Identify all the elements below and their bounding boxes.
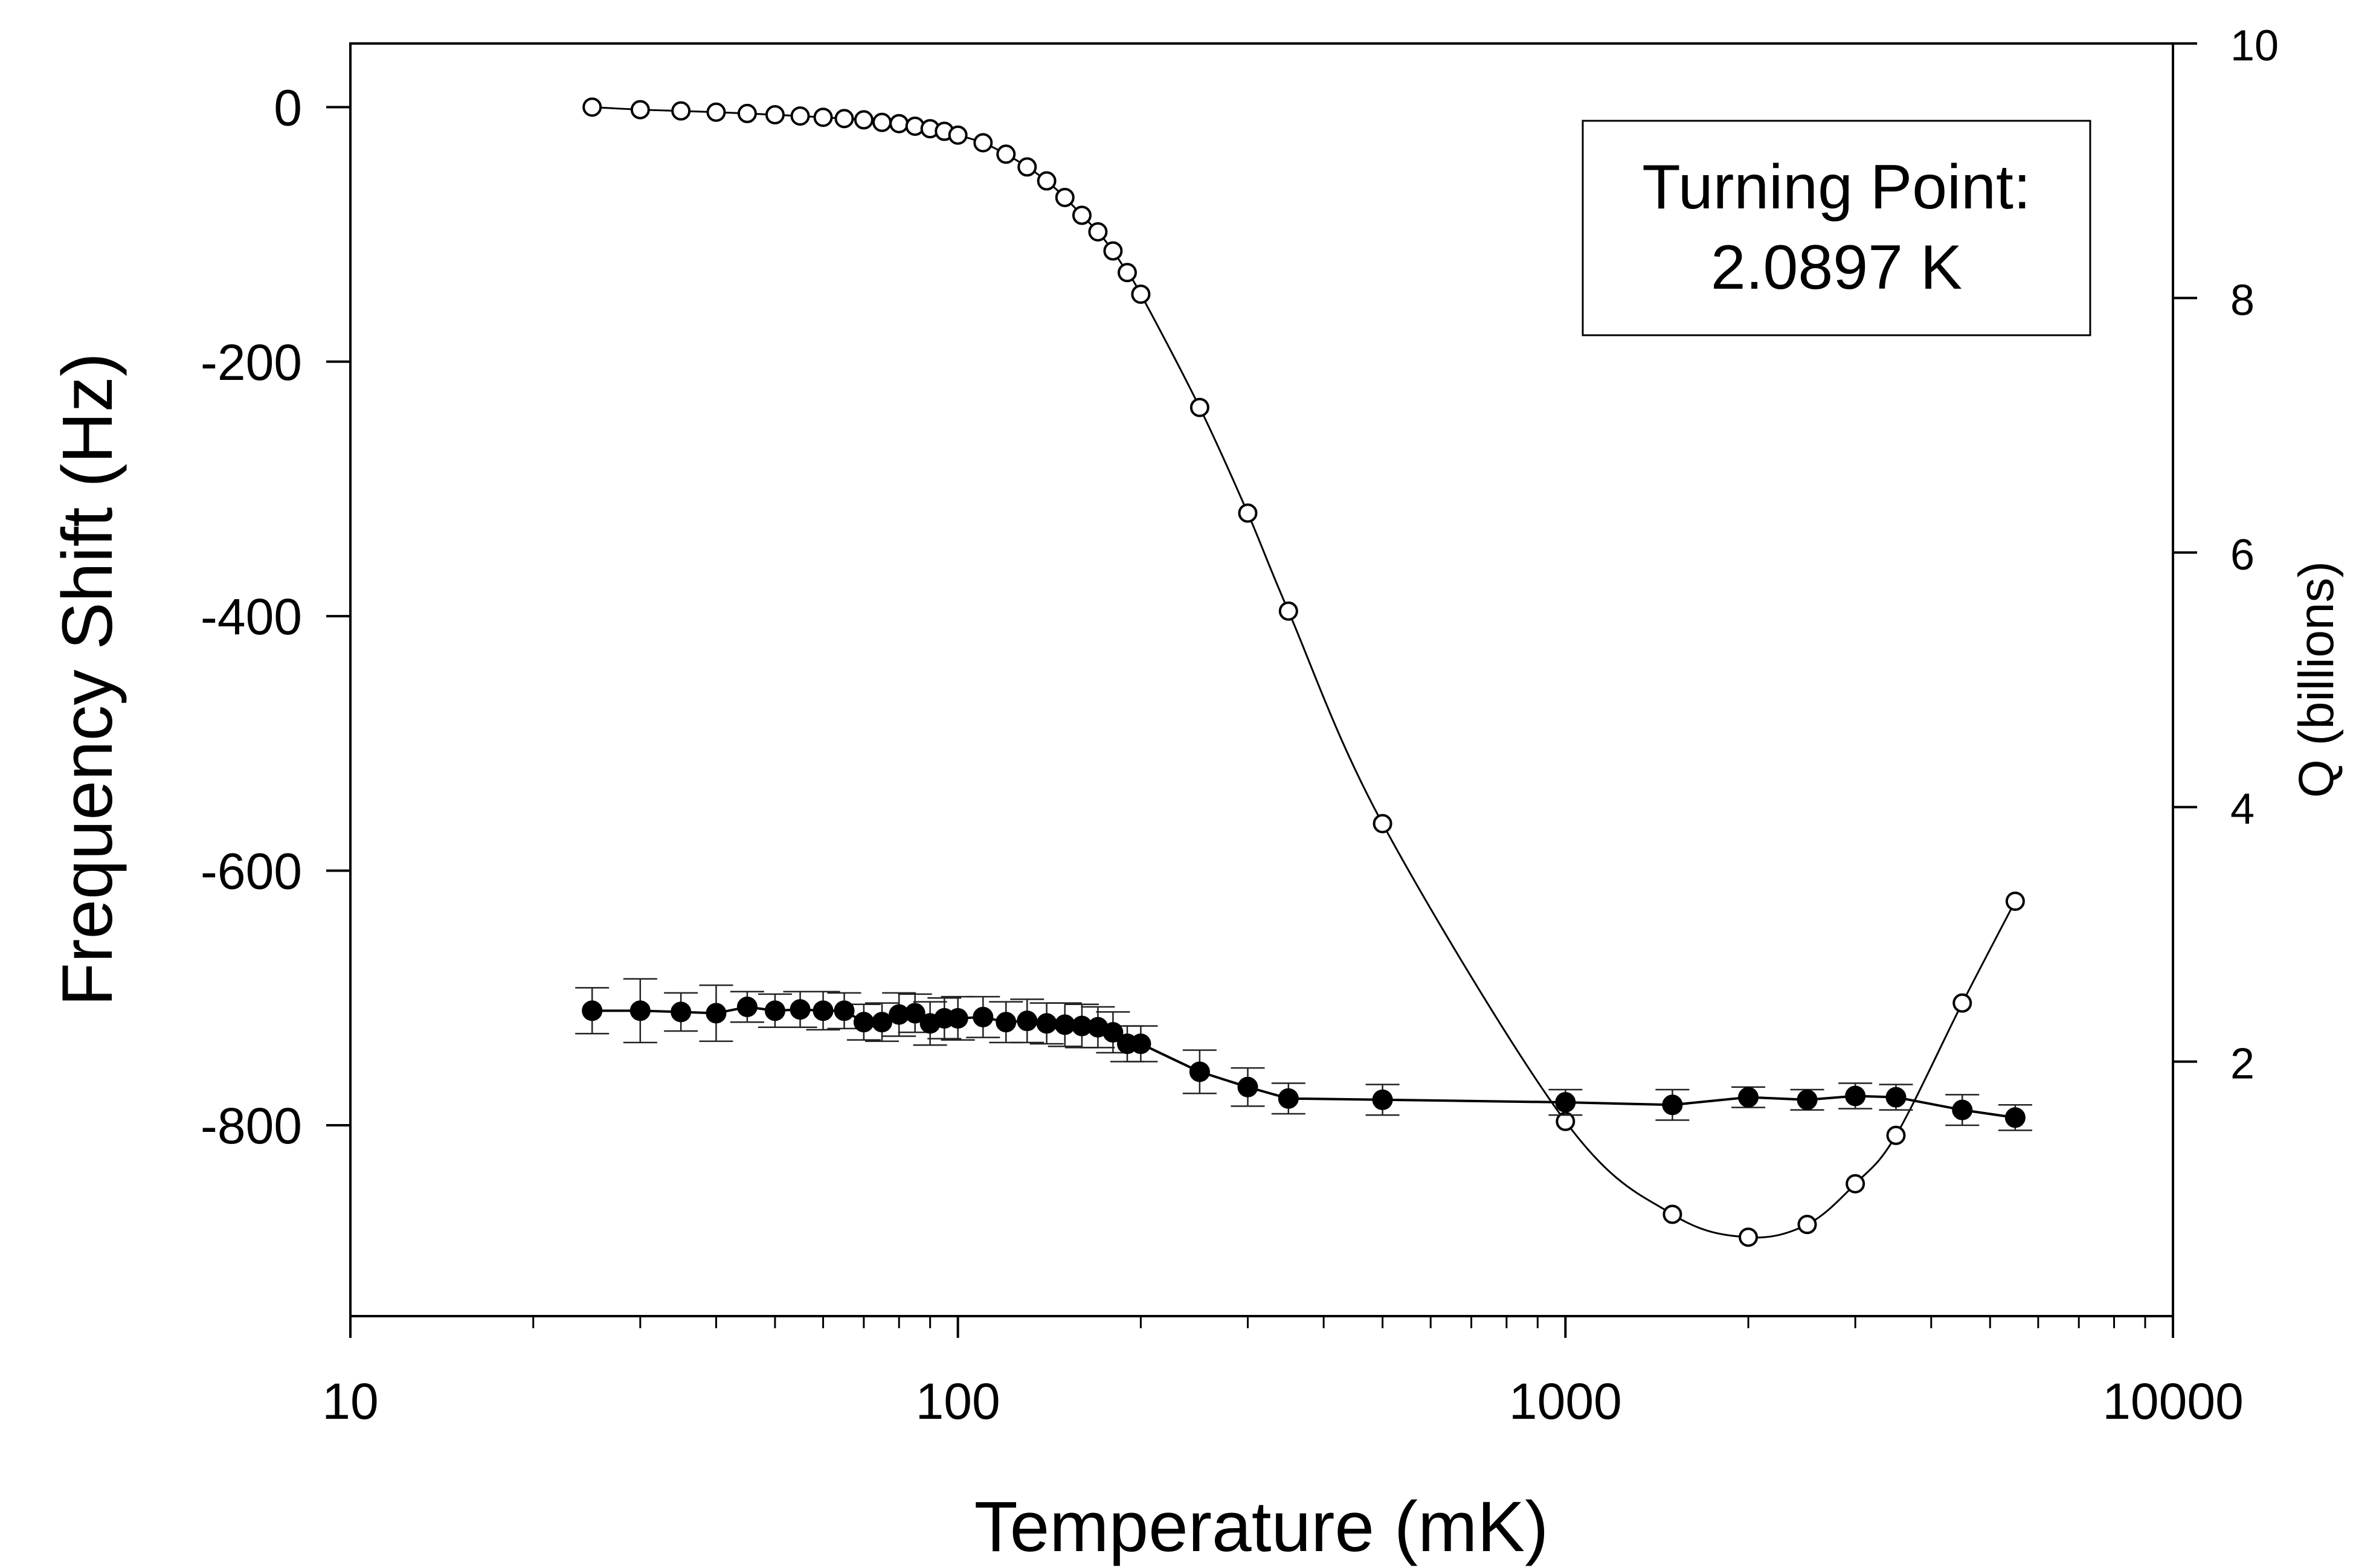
data-point-filled — [973, 1006, 994, 1027]
y2-tick-label: 4 — [2230, 785, 2255, 834]
data-point-open — [889, 114, 909, 133]
annotation-box — [1582, 120, 2091, 336]
data-point-open — [1662, 1204, 1682, 1224]
series-layer — [575, 97, 2032, 1247]
data-point-filled — [1952, 1099, 1973, 1120]
plot-frame — [349, 42, 2174, 1317]
data-point-open — [1072, 205, 1092, 225]
data-point-open — [948, 125, 968, 145]
data-point-open — [1088, 222, 1108, 242]
data-point-filled — [1845, 1085, 1866, 1107]
data-point-open — [1055, 187, 1075, 207]
data-point-open — [1037, 171, 1057, 191]
data-point-filled — [1036, 1013, 1057, 1034]
y-tick-label: -800 — [201, 1097, 302, 1154]
data-point-open — [1846, 1174, 1865, 1194]
data-point-open — [973, 133, 993, 153]
data-point-open — [1739, 1227, 1759, 1247]
data-point-filled — [947, 1007, 968, 1029]
data-point-open — [1952, 993, 1972, 1013]
data-point-filled — [904, 1003, 925, 1024]
y-tick-label: -200 — [201, 334, 302, 391]
data-point-open — [1238, 503, 1258, 523]
data-point-filled — [872, 1012, 893, 1033]
data-point-open — [1117, 263, 1137, 283]
axis-ticks: 10 100 1000 10000 0 -200 -400 -600 -800 2 4 6 8 10 — [201, 22, 2279, 1430]
data-point-open — [2005, 892, 2025, 911]
data-point-filled — [834, 1000, 855, 1021]
y2-tick-label: 8 — [2230, 276, 2255, 324]
x-tick-label: 1000 — [1509, 1373, 1622, 1430]
data-point-open — [582, 97, 602, 117]
data-point-open — [834, 109, 854, 129]
data-point-open — [1886, 1125, 1906, 1145]
x-tick-label: 100 — [916, 1373, 1000, 1430]
data-point-open — [1189, 397, 1209, 417]
data-point-open — [854, 110, 874, 130]
x-tick-label: 10 — [322, 1373, 378, 1430]
data-point-open — [813, 108, 833, 127]
data-point-open — [1278, 601, 1298, 621]
data-point-filled — [1885, 1087, 1907, 1108]
y-tick-label: -600 — [201, 843, 302, 900]
annotation-line2: 2.0897 K — [1711, 233, 1962, 303]
data-point-filled — [629, 1000, 651, 1021]
y-axis-title: Frequency Shift (Hz) — [48, 353, 127, 1006]
y2-tick-label: 10 — [2230, 22, 2279, 70]
y-tick-label: -400 — [201, 588, 302, 645]
data-point-filled — [1662, 1094, 1683, 1116]
data-point-filled — [1372, 1089, 1393, 1110]
data-point-filled — [813, 1000, 834, 1021]
data-point-open — [1131, 284, 1151, 304]
data-point-filled — [1278, 1088, 1299, 1109]
data-point-open — [706, 102, 726, 122]
data-point-filled — [706, 1003, 727, 1024]
data-point-open — [790, 106, 810, 126]
data-point-filled — [1555, 1092, 1576, 1113]
x-tick-label: 10000 — [2102, 1373, 2244, 1430]
y2-tick-label: 2 — [2230, 1040, 2255, 1088]
data-point-filled — [1189, 1061, 1210, 1082]
data-point-filled — [1017, 1011, 1038, 1032]
data-point-open — [1373, 814, 1392, 834]
y-tick-label: 0 — [274, 79, 302, 136]
data-point-filled — [1130, 1033, 1151, 1055]
data-point-filled — [1237, 1076, 1258, 1097]
data-point-open — [671, 101, 691, 121]
data-point-filled — [736, 996, 758, 1017]
y2-axis-title: Q (billions) — [2289, 561, 2344, 798]
data-point-filled — [1738, 1087, 1759, 1108]
data-point-open — [996, 144, 1016, 164]
data-point-filled — [1054, 1014, 1075, 1035]
y2-tick-label: 6 — [2230, 531, 2255, 579]
data-point-filled — [764, 1000, 785, 1021]
data-point-filled — [853, 1012, 874, 1033]
x-axis-title: Temperature (mK) — [974, 1487, 1549, 1567]
data-point-open — [737, 103, 757, 123]
data-point-filled — [2004, 1107, 2026, 1128]
data-point-filled — [996, 1012, 1017, 1033]
q-series — [575, 978, 2032, 1131]
data-point-open — [1017, 157, 1037, 177]
data-point-open — [630, 100, 650, 120]
data-point-filled — [790, 999, 811, 1020]
annotation-line1: Turning Point: — [1642, 152, 2031, 222]
data-point-filled — [582, 1000, 603, 1021]
data-point-open — [765, 104, 785, 124]
data-point-filled — [671, 1001, 692, 1023]
data-point-filled — [1102, 1022, 1124, 1043]
data-point-open — [1797, 1215, 1817, 1235]
data-point-filled — [1797, 1089, 1818, 1110]
data-point-open — [872, 112, 892, 132]
data-point-open — [1103, 241, 1123, 261]
